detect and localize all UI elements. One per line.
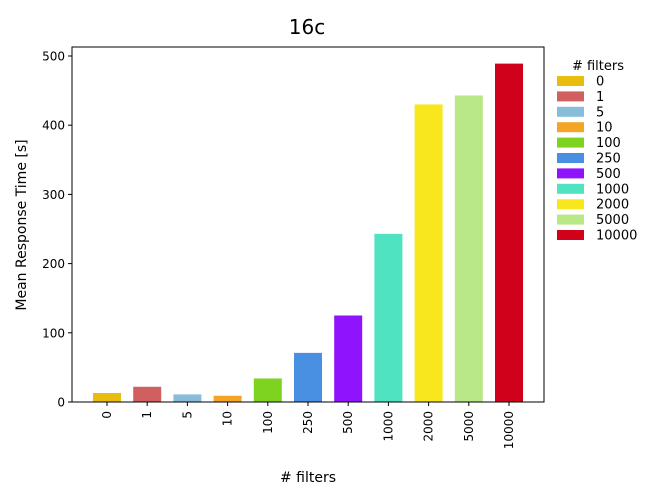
legend-swatch-0	[557, 76, 584, 86]
x-axis-label: # filters	[280, 470, 336, 486]
legend-label-10000: 10000	[596, 229, 637, 244]
legend-label-5000: 5000	[596, 213, 629, 228]
y-tick-label-0: 0	[57, 396, 65, 410]
legend-swatch-500	[557, 168, 584, 179]
legend-title: # filters	[572, 59, 624, 74]
x-tick-label-10: 10	[221, 411, 235, 426]
bar-10	[213, 395, 242, 402]
x-tick-label-5000: 5000	[462, 411, 476, 442]
x-tick-label-100: 100	[261, 411, 275, 434]
bar-2000	[414, 104, 443, 402]
legend-label-0: 0	[596, 75, 604, 90]
bar-500	[334, 315, 363, 402]
y-tick-label-500: 500	[42, 49, 65, 63]
x-tick-label-5: 5	[180, 411, 194, 419]
bar-5000	[454, 95, 483, 402]
bar-10000	[495, 63, 523, 403]
legend-label-2000: 2000	[596, 198, 629, 213]
bar-100	[253, 378, 282, 402]
legend-swatch-2000	[557, 199, 584, 210]
x-tick-label-10000: 10000	[502, 411, 516, 449]
x-tick-label-500: 500	[341, 411, 355, 434]
chart-title: 16c	[289, 15, 325, 39]
bar-group	[93, 63, 523, 403]
legend-label-1000: 1000	[596, 182, 629, 197]
bar-250	[294, 352, 322, 402]
legend-swatch-5	[557, 106, 584, 117]
y-tick-label-300: 300	[42, 188, 65, 202]
y-axis: 0 100 200 300 400 500	[42, 49, 72, 410]
x-tick-label-1: 1	[140, 411, 154, 419]
y-axis-label: Mean Response Time [s]	[14, 139, 30, 310]
legend-swatch-5000	[557, 214, 584, 225]
legend-swatch-10	[557, 122, 584, 133]
y-tick-label-100: 100	[42, 326, 65, 340]
legend-swatch-1000	[557, 183, 584, 194]
x-tick-label-1000: 1000	[381, 411, 395, 442]
bar-0	[93, 393, 121, 402]
bar-1	[133, 386, 162, 402]
legend-label-5: 5	[596, 105, 604, 120]
x-tick-label-2000: 2000	[422, 411, 436, 442]
x-axis: 0 1 5 10 100 250 500 1000 2000 5000 10000	[100, 402, 516, 449]
y-tick-label-400: 400	[42, 119, 65, 133]
legend-label-250: 250	[596, 152, 621, 167]
bar-1000	[374, 233, 403, 402]
legend-label-1: 1	[596, 90, 604, 105]
plot-frame	[71, 46, 545, 403]
legend-label-10: 10	[596, 121, 613, 136]
legend-swatch-1	[557, 91, 584, 102]
bar-5	[173, 394, 202, 402]
legend-label-500: 500	[596, 167, 621, 182]
y-tick-label-200: 200	[42, 257, 65, 271]
legend-swatch-10000	[557, 230, 584, 240]
legend: # filters 015101002505001000200050001000…	[557, 59, 637, 244]
legend-swatch-250	[557, 153, 584, 163]
legend-label-100: 100	[596, 136, 621, 151]
x-tick-label-0: 0	[100, 411, 114, 419]
legend-swatch-100	[557, 137, 584, 148]
x-tick-label-250: 250	[301, 411, 315, 434]
